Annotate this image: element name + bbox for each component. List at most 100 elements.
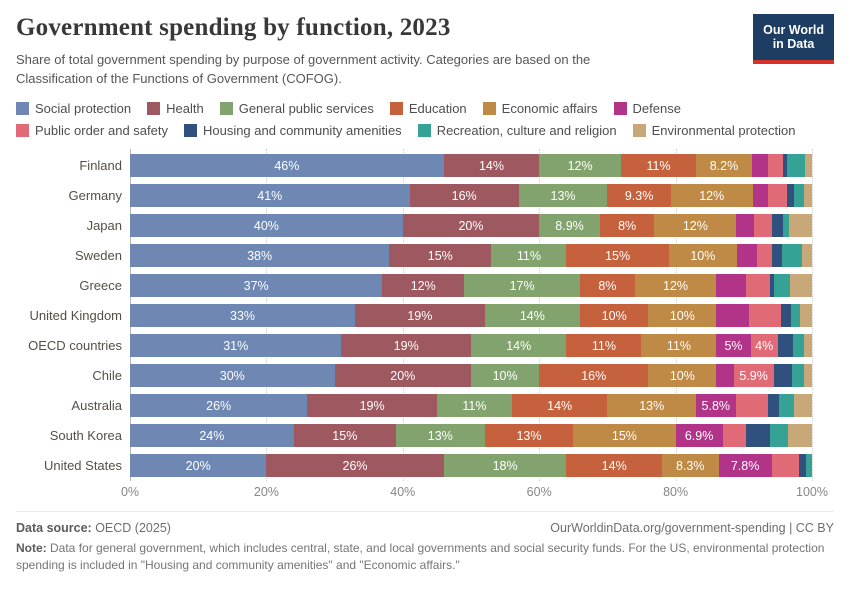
segment-defense[interactable]: 6.9% <box>675 424 723 448</box>
legend-item-general-public-services[interactable]: General public services <box>219 101 374 116</box>
segment-general-public-services[interactable]: 11% <box>491 244 567 268</box>
segment-general-public-services[interactable]: 11% <box>436 394 512 418</box>
segment-health[interactable]: 19% <box>355 304 485 328</box>
segment-general-public-services[interactable]: 13% <box>518 184 608 208</box>
segment-economic-affairs[interactable]: 10% <box>668 244 737 268</box>
segment-health[interactable]: 20% <box>334 364 471 388</box>
legend-item-recreation-culture-and-religion[interactable]: Recreation, culture and religion <box>417 123 617 138</box>
segment-education[interactable]: 10% <box>580 304 649 328</box>
segment-social-protection[interactable]: 46% <box>130 154 444 178</box>
segment-social-protection[interactable]: 40% <box>130 214 403 238</box>
segment-economic-affairs[interactable]: 12% <box>670 184 753 208</box>
segment-defense[interactable]: 7.8% <box>718 454 772 478</box>
segment-social-protection[interactable]: 37% <box>130 274 383 298</box>
segment-defense[interactable]: 5% <box>716 334 751 358</box>
segment-education[interactable]: 15% <box>566 244 669 268</box>
segment-health[interactable]: 26% <box>266 454 444 478</box>
segment-recreation-culture-and-religion[interactable] <box>790 304 800 328</box>
segment-housing-and-community-amenities[interactable] <box>780 304 791 328</box>
segment-education[interactable]: 16% <box>539 364 649 388</box>
owid-link[interactable]: OurWorldinData.org/government-spending |… <box>550 520 834 535</box>
segment-recreation-culture-and-religion[interactable] <box>781 244 802 268</box>
segment-recreation-culture-and-religion[interactable] <box>779 394 794 418</box>
segment-environmental-protection[interactable] <box>805 154 812 178</box>
segment-housing-and-community-amenities[interactable] <box>769 274 775 298</box>
segment-public-order-and-safety[interactable] <box>756 244 772 268</box>
segment-housing-and-community-amenities[interactable] <box>771 214 784 238</box>
segment-defense[interactable] <box>716 304 749 328</box>
segment-defense[interactable] <box>736 214 754 238</box>
segment-economic-affairs[interactable]: 8.3% <box>661 454 719 478</box>
segment-housing-and-community-amenities[interactable] <box>768 394 780 418</box>
segment-economic-affairs[interactable]: 8.2% <box>696 154 752 178</box>
segment-social-protection[interactable]: 41% <box>130 184 410 208</box>
segment-recreation-culture-and-religion[interactable] <box>769 424 789 448</box>
legend-item-housing-and-community-amenities[interactable]: Housing and community amenities <box>183 123 402 138</box>
legend-item-social-protection[interactable]: Social protection <box>16 101 131 116</box>
segment-economic-affairs[interactable]: 12% <box>654 214 737 238</box>
segment-general-public-services[interactable]: 10% <box>470 364 540 388</box>
segment-social-protection[interactable]: 26% <box>130 394 308 418</box>
segment-public-order-and-safety[interactable] <box>753 214 772 238</box>
legend-item-health[interactable]: Health <box>147 101 204 116</box>
segment-recreation-culture-and-religion[interactable] <box>774 274 791 298</box>
segment-health[interactable]: 16% <box>409 184 519 208</box>
segment-defense[interactable] <box>752 184 768 208</box>
segment-housing-and-community-amenities[interactable] <box>777 334 793 358</box>
segment-social-protection[interactable]: 30% <box>130 364 335 388</box>
segment-environmental-protection[interactable] <box>788 424 812 448</box>
segment-economic-affairs[interactable]: 10% <box>648 364 717 388</box>
segment-health[interactable]: 14% <box>443 154 540 178</box>
segment-health[interactable]: 19% <box>307 394 437 418</box>
segment-education[interactable]: 8% <box>580 274 635 298</box>
segment-social-protection[interactable]: 24% <box>130 424 294 448</box>
segment-health[interactable]: 19% <box>341 334 471 358</box>
segment-housing-and-community-amenities[interactable] <box>771 244 782 268</box>
segment-public-order-and-safety[interactable] <box>771 454 799 478</box>
segment-social-protection[interactable]: 31% <box>130 334 342 358</box>
legend-item-public-order-and-safety[interactable]: Public order and safety <box>16 123 168 138</box>
segment-recreation-culture-and-religion[interactable] <box>792 334 804 358</box>
segment-housing-and-community-amenities[interactable] <box>786 184 794 208</box>
segment-housing-and-community-amenities[interactable] <box>798 454 806 478</box>
segment-environmental-protection[interactable] <box>793 394 812 418</box>
segment-social-protection[interactable]: 38% <box>130 244 390 268</box>
segment-environmental-protection[interactable] <box>799 304 812 328</box>
segment-housing-and-community-amenities[interactable] <box>783 154 788 178</box>
segment-economic-affairs[interactable]: 12% <box>634 274 717 298</box>
segment-defense[interactable] <box>716 274 747 298</box>
segment-general-public-services[interactable]: 13% <box>395 424 485 448</box>
segment-general-public-services[interactable]: 8.9% <box>539 214 600 238</box>
segment-recreation-culture-and-religion[interactable] <box>793 184 804 208</box>
segment-general-public-services[interactable]: 12% <box>539 154 622 178</box>
segment-recreation-culture-and-religion[interactable] <box>792 364 804 388</box>
segment-environmental-protection[interactable] <box>789 214 812 238</box>
legend-item-education[interactable]: Education <box>389 101 467 116</box>
segment-defense[interactable]: 5.8% <box>696 394 736 418</box>
segment-education[interactable]: 11% <box>566 334 642 358</box>
segment-economic-affairs[interactable]: 10% <box>648 304 717 328</box>
segment-education[interactable]: 11% <box>621 154 697 178</box>
segment-public-order-and-safety[interactable]: 5.9% <box>733 364 774 388</box>
segment-public-order-and-safety[interactable] <box>746 274 770 298</box>
segment-education[interactable]: 9.3% <box>607 184 671 208</box>
segment-public-order-and-safety[interactable] <box>735 394 769 418</box>
segment-housing-and-community-amenities[interactable] <box>773 364 793 388</box>
segment-economic-affairs[interactable]: 11% <box>641 334 717 358</box>
legend-item-economic-affairs[interactable]: Economic affairs <box>482 101 598 116</box>
segment-public-order-and-safety[interactable]: 4% <box>750 334 778 358</box>
segment-defense[interactable] <box>736 244 757 268</box>
segment-housing-and-community-amenities[interactable] <box>746 424 770 448</box>
segment-health[interactable]: 20% <box>402 214 540 238</box>
segment-education[interactable]: 13% <box>484 424 574 448</box>
segment-economic-affairs[interactable]: 15% <box>573 424 676 448</box>
segment-health[interactable]: 15% <box>293 424 396 448</box>
segment-recreation-culture-and-religion[interactable] <box>783 214 790 238</box>
owid-logo[interactable]: Our World in Data <box>753 14 834 64</box>
segment-general-public-services[interactable]: 14% <box>470 334 567 358</box>
segment-economic-affairs[interactable]: 13% <box>607 394 697 418</box>
segment-general-public-services[interactable]: 14% <box>484 304 581 328</box>
segment-education[interactable]: 14% <box>511 394 608 418</box>
segment-public-order-and-safety[interactable] <box>748 304 781 328</box>
segment-health[interactable]: 12% <box>382 274 465 298</box>
